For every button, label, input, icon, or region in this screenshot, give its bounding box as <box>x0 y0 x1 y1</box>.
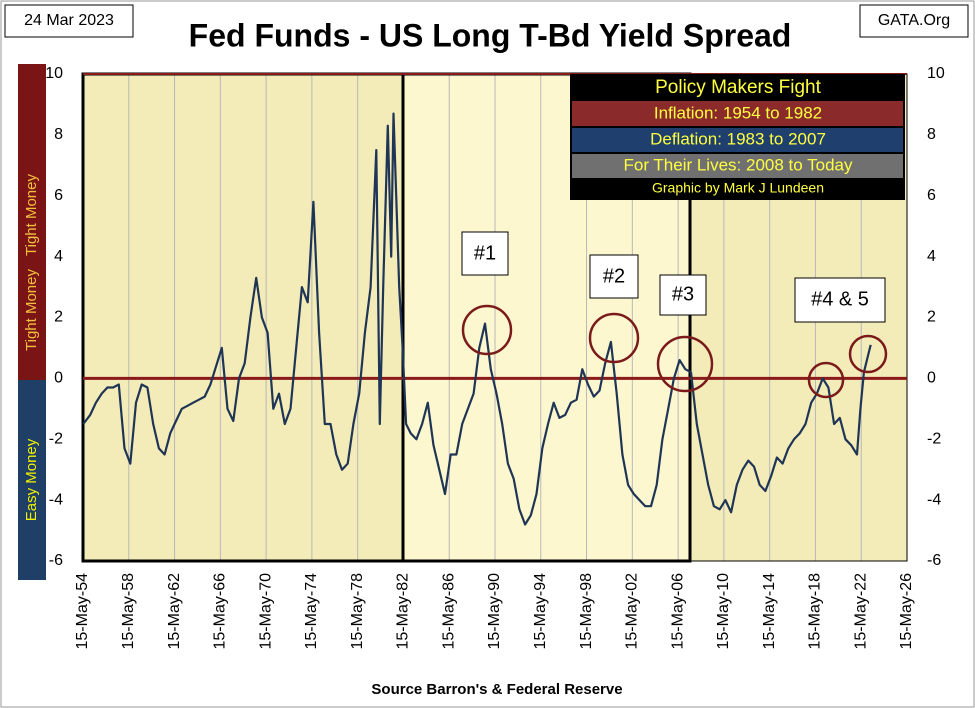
highlight-circle <box>807 361 845 399</box>
y-tick-label: 0 <box>54 370 63 387</box>
highlight-circle <box>656 335 714 393</box>
x-tick-label: 15-May-78 <box>349 573 366 650</box>
easy-band <box>18 380 46 580</box>
x-tick-label: 15-May-70 <box>257 573 274 650</box>
x-tick-label: 15-May-74 <box>303 573 320 650</box>
x-tick-label: 15-May-22 <box>852 573 869 650</box>
x-tick-label: 15-May-02 <box>624 573 641 650</box>
date: 24 Mar 2023 <box>24 12 114 29</box>
x-tick-label: 15-May-14 <box>761 573 778 650</box>
legend-text: For Their Lives: 2008 to Today <box>623 155 853 174</box>
annotation: #3 <box>672 283 694 305</box>
x-tick-label: 15-May-54 <box>74 573 91 650</box>
x-axis-label: Source Barron's & Federal Reserve <box>371 681 622 698</box>
legend-row <box>572 101 903 126</box>
x-tick-label: 15-May-86 <box>440 573 457 650</box>
x-tick-label: 15-May-06 <box>669 573 686 650</box>
y-tick-label-right: 2 <box>927 309 936 326</box>
annotation-box <box>589 254 639 299</box>
y-tick-label-right: -6 <box>927 552 941 569</box>
annotation: #1 <box>474 242 496 264</box>
legend-text: Graphic by Mark J Lundeen <box>652 180 824 196</box>
x-tick-label: 15-May-66 <box>212 573 229 650</box>
site-box <box>859 4 969 38</box>
y-tick-label: -4 <box>49 491 63 508</box>
annotation: #2 <box>603 265 625 287</box>
y-tick-label-right: 4 <box>927 248 936 265</box>
x-tick-label: 15-May-18 <box>807 573 824 650</box>
x-tick-label: 15-May-98 <box>578 573 595 650</box>
side-label: Tight Money <box>23 174 40 256</box>
y-tick-label: -6 <box>49 552 63 569</box>
annotation-box <box>461 231 509 276</box>
legend-row <box>572 154 903 178</box>
y-tick-label: -2 <box>49 430 63 447</box>
x-tick-label: 15-May-62 <box>166 573 183 650</box>
legend-text: Deflation: 1983 to 2007 <box>650 129 826 148</box>
series-line <box>82 112 872 526</box>
annotation-box <box>659 274 707 316</box>
highlight-circle <box>461 304 513 356</box>
annotation-box <box>794 277 886 323</box>
site: GATA.Org <box>878 12 950 29</box>
side-label: Tight Money <box>23 269 40 351</box>
y-tick-label: 8 <box>54 126 63 143</box>
legend-text: Inflation: 1954 to 1982 <box>654 103 822 122</box>
x-tick-label: 15-May-26 <box>898 573 915 650</box>
highlight-circle <box>848 334 888 374</box>
annotation: #4 & 5 <box>811 288 869 310</box>
y-tick-label-right: 10 <box>927 65 945 82</box>
x-tick-label: 15-May-94 <box>532 573 549 650</box>
y-tick-label-right: -2 <box>927 430 941 447</box>
y-tick-label-right: 6 <box>927 187 936 204</box>
y-tick-label: 10 <box>45 65 63 82</box>
legend-text: Policy Makers Fight <box>655 77 821 98</box>
x-tick-label: 15-May-82 <box>395 573 412 650</box>
y-tick-label: 2 <box>54 309 63 326</box>
y-tick-label: 4 <box>54 248 63 265</box>
highlight-circle <box>588 312 640 364</box>
y-tick-label-right: 8 <box>927 126 936 143</box>
tight-band <box>18 64 46 380</box>
chart-title: Fed Funds - US Long T-Bd Yield Spread <box>189 17 792 53</box>
side-label: Easy Money <box>23 438 40 521</box>
date-box <box>4 4 134 38</box>
x-tick-label: 15-May-58 <box>120 573 137 650</box>
x-tick-label: 15-May-10 <box>715 573 732 650</box>
y-tick-label-right: 0 <box>927 370 936 387</box>
y-tick-label: 6 <box>54 187 63 204</box>
y-tick-label-right: -4 <box>927 491 941 508</box>
x-tick-label: 15-May-90 <box>486 573 503 650</box>
legend-row <box>572 128 903 152</box>
